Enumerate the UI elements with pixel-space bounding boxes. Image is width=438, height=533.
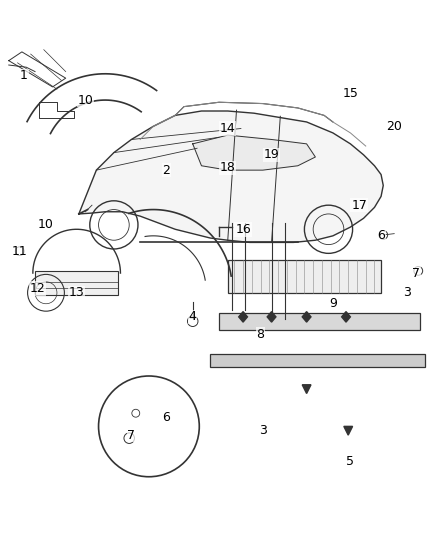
Polygon shape	[267, 312, 276, 322]
Text: 8: 8	[257, 328, 265, 341]
FancyBboxPatch shape	[210, 354, 425, 367]
Text: 7: 7	[412, 266, 420, 280]
Text: 2: 2	[162, 164, 170, 176]
Text: 17: 17	[351, 199, 367, 212]
Text: 16: 16	[235, 223, 251, 236]
Circle shape	[99, 376, 199, 477]
Polygon shape	[193, 135, 315, 170]
Polygon shape	[302, 385, 311, 393]
Text: 7: 7	[127, 429, 135, 442]
Text: 6: 6	[377, 229, 385, 243]
Text: 1: 1	[20, 69, 28, 83]
Text: 20: 20	[386, 120, 402, 133]
Polygon shape	[79, 111, 383, 243]
Text: 11: 11	[12, 245, 28, 257]
FancyBboxPatch shape	[228, 260, 381, 293]
Text: 12: 12	[29, 282, 45, 295]
FancyBboxPatch shape	[219, 313, 420, 330]
Text: 10: 10	[38, 219, 54, 231]
Text: 13: 13	[69, 286, 85, 300]
Polygon shape	[342, 312, 350, 322]
Text: 19: 19	[264, 148, 279, 161]
Text: 6: 6	[162, 411, 170, 424]
Text: 9: 9	[329, 297, 337, 310]
Text: 4: 4	[189, 310, 197, 324]
Text: 10: 10	[78, 94, 93, 107]
Text: 14: 14	[220, 122, 236, 135]
Polygon shape	[344, 426, 353, 435]
Polygon shape	[239, 312, 247, 322]
Text: 15: 15	[343, 87, 358, 100]
Text: 18: 18	[220, 161, 236, 174]
FancyBboxPatch shape	[35, 271, 118, 295]
Polygon shape	[302, 312, 311, 322]
Text: 3: 3	[403, 286, 411, 300]
Text: 5: 5	[346, 455, 354, 468]
Text: 3: 3	[259, 424, 267, 437]
